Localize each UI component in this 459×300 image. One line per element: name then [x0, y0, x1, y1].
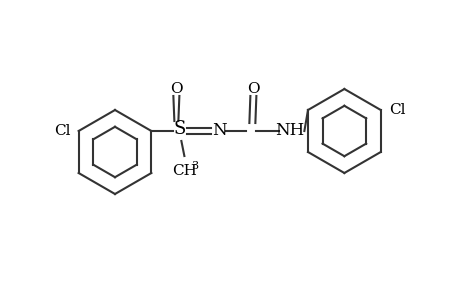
Text: Cl: Cl [388, 103, 404, 117]
Text: O: O [246, 82, 259, 96]
Text: N: N [212, 122, 226, 139]
Text: Cl: Cl [54, 124, 71, 138]
Text: NH: NH [274, 122, 303, 139]
Text: O: O [170, 82, 182, 96]
Text: S: S [173, 120, 185, 138]
Text: 3: 3 [190, 161, 197, 171]
Text: CH: CH [172, 164, 196, 178]
